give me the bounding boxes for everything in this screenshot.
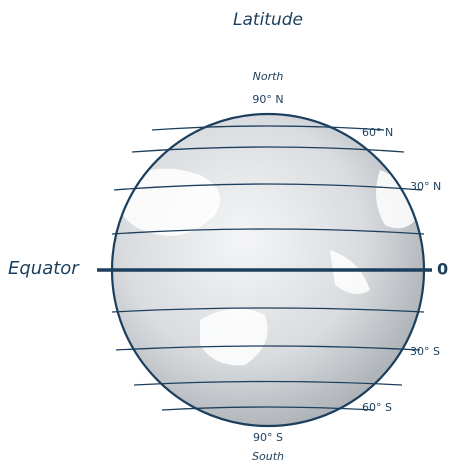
latitude-label: 30° N bbox=[410, 180, 441, 193]
title: Latitude bbox=[233, 10, 303, 30]
latitude-lines bbox=[111, 125, 425, 411]
equator-name: Equator bbox=[8, 258, 80, 279]
latitude-label: 60° S bbox=[362, 401, 392, 414]
south-name: South bbox=[252, 450, 284, 463]
south-label: 90° S bbox=[253, 431, 283, 444]
north-label: 90° N bbox=[252, 93, 283, 106]
latitude-label: 30° S bbox=[410, 345, 440, 358]
north-name: North bbox=[253, 70, 284, 83]
equator-label: 0 bbox=[437, 260, 448, 279]
latitude-label: 60° N bbox=[362, 126, 393, 139]
